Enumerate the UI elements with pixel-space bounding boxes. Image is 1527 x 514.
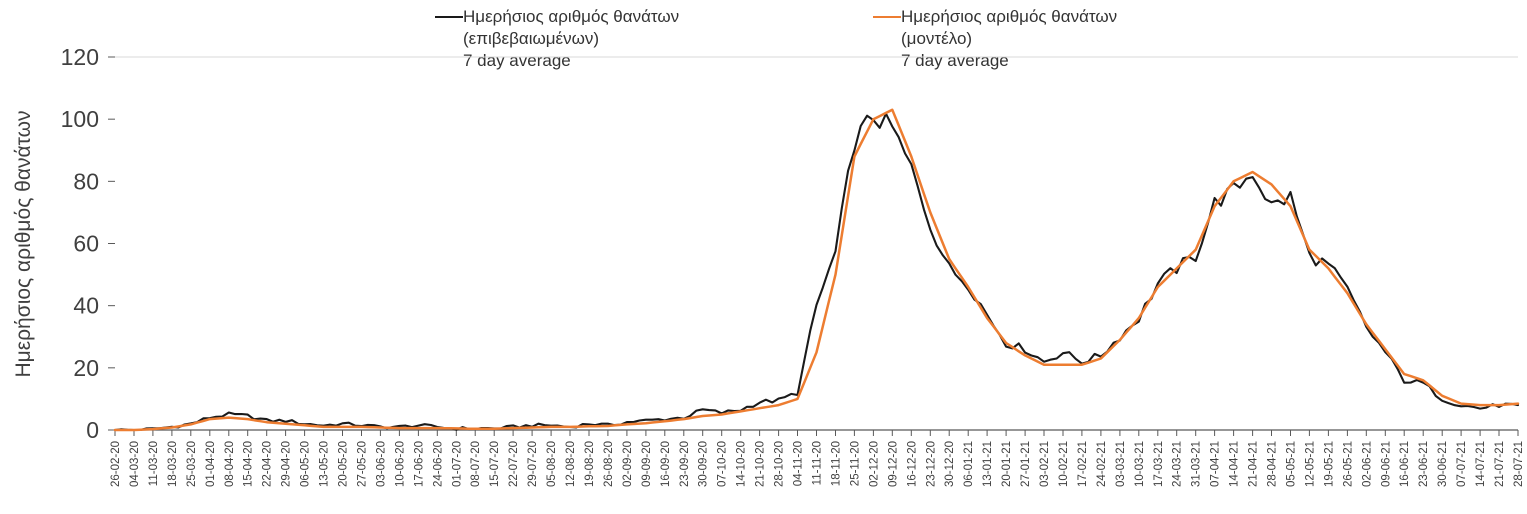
legend-label-model-line1: Ημερήσιος αριθμός θανάτων: [901, 7, 1118, 26]
y-tick-label: 60: [73, 231, 99, 257]
x-tick-label: 27-05-20: [357, 441, 369, 487]
x-tick-label: 07-10-20: [717, 441, 729, 487]
x-tick-label: 30-12-20: [944, 441, 956, 487]
x-tick-label: 25-03-20: [186, 441, 198, 487]
x-tick-label: 26-05-21: [1342, 441, 1354, 487]
x-tick-label: 23-06-21: [1418, 441, 1430, 487]
legend-label-confirmed-line3: 7 day average: [463, 51, 571, 70]
x-tick-label: 14-10-20: [736, 441, 748, 487]
x-tick-label: 10-03-21: [1134, 441, 1146, 487]
x-tick-label: 07-04-21: [1210, 441, 1222, 487]
x-tick-label: 06-01-21: [963, 441, 975, 487]
x-tick-label: 08-04-20: [224, 441, 236, 487]
legend-label-model: Ημερήσιος αριθμός θανάτων (μοντέλο) 7 da…: [901, 6, 1117, 72]
legend-label-confirmed: Ημερήσιος αριθμός θανάτων (επιβεβαιωμένω…: [463, 6, 679, 72]
x-tick-label: 31-03-21: [1191, 441, 1203, 487]
y-tick-label: 100: [61, 106, 99, 132]
x-tick-label: 22-04-20: [262, 441, 274, 487]
x-tick-label: 17-06-20: [413, 441, 425, 487]
x-tick-label: 28-10-20: [774, 441, 786, 487]
x-tick-label: 28-04-21: [1267, 441, 1279, 487]
x-tick-label: 10-06-20: [394, 441, 406, 487]
x-tick-label: 16-06-21: [1399, 441, 1411, 487]
x-tick-label: 11-03-20: [148, 441, 160, 486]
x-tick-label: 07-07-21: [1456, 441, 1468, 487]
legend-label-model-line3: 7 day average: [901, 51, 1009, 70]
x-tick-label: 29-04-20: [281, 441, 293, 487]
x-tick-label: 03-06-20: [375, 441, 387, 487]
x-tick-label: 15-07-20: [489, 441, 501, 487]
x-tick-label: 21-07-21: [1494, 441, 1506, 487]
x-tick-label: 04-11-20: [793, 441, 805, 486]
x-tick-label: 23-09-20: [679, 441, 691, 487]
x-tick-label: 14-07-21: [1475, 441, 1487, 487]
x-tick-label: 22-07-20: [508, 441, 520, 487]
x-tick-label: 17-03-21: [1153, 441, 1165, 487]
legend-marker-confirmed-line: [435, 16, 463, 18]
x-tick-label: 16-09-20: [660, 441, 672, 487]
x-tick-label: 20-01-21: [1001, 441, 1013, 487]
x-tick-label: 30-06-21: [1437, 441, 1449, 487]
x-tick-label: 12-08-20: [565, 441, 577, 487]
series-line-confirmed: [113, 112, 1520, 432]
x-tick-label: 02-12-20: [868, 441, 880, 487]
x-tick-label: 05-05-21: [1286, 441, 1298, 487]
x-tick-label: 06-05-20: [300, 441, 312, 487]
legend-item-confirmed: Ημερήσιος αριθμός θανάτων (επιβεβαιωμένω…: [435, 6, 679, 72]
y-tick-label: 120: [61, 44, 99, 70]
x-tick-label: 24-02-21: [1096, 441, 1108, 487]
x-tick-label: 04-03-20: [129, 441, 141, 487]
x-tick-label: 29-07-20: [527, 441, 539, 487]
x-tick-label: 16-12-20: [906, 441, 918, 487]
x-tick-label: 26-02-20: [110, 441, 122, 487]
x-tick-label: 01-04-20: [205, 441, 217, 487]
x-tick-label: 02-06-21: [1361, 441, 1373, 487]
x-tick-label: 13-01-21: [982, 441, 994, 487]
x-tick-label: 21-04-21: [1248, 441, 1260, 487]
legend-marker-model-line: [873, 16, 901, 18]
x-tick-label: 09-12-20: [887, 441, 899, 487]
x-tick-label: 28-07-21: [1513, 441, 1525, 487]
x-tick-label: 19-08-20: [584, 441, 596, 487]
x-tick-label: 09-09-20: [641, 441, 653, 487]
x-tick-label: 24-03-21: [1172, 441, 1184, 487]
legend-item-model: Ημερήσιος αριθμός θανάτων (μοντέλο) 7 da…: [873, 6, 1117, 72]
x-tick-label: 26-08-20: [603, 441, 615, 487]
y-tick-label: 40: [73, 293, 99, 319]
x-tick-label: 13-05-20: [319, 441, 331, 487]
x-tick-label: 02-09-20: [622, 441, 634, 487]
x-tick-label: 12-05-21: [1304, 441, 1316, 487]
x-tick-label: 18-03-20: [167, 441, 179, 487]
x-tick-label: 20-05-20: [338, 441, 350, 487]
x-tick-label: 30-09-20: [698, 441, 710, 487]
x-tick-label: 09-06-21: [1380, 441, 1392, 487]
x-tick-label: 25-11-20: [849, 441, 861, 486]
x-tick-label: 05-08-20: [546, 441, 558, 487]
y-tick-label: 80: [73, 168, 99, 194]
x-tick-label: 01-07-20: [451, 441, 463, 487]
x-tick-label: 18-11-20: [831, 441, 843, 486]
x-tick-label: 24-06-20: [432, 441, 444, 487]
x-tick-label: 14-04-21: [1229, 441, 1241, 487]
series-line-model: [113, 108, 1520, 432]
y-tick-label: 20: [73, 355, 99, 381]
y-tick-label: 0: [86, 417, 99, 443]
legend-label-confirmed-line1: Ημερήσιος αριθμός θανάτων: [463, 7, 680, 26]
x-tick-label: 21-10-20: [755, 441, 767, 487]
x-tick-label: 11-11-20: [812, 441, 824, 485]
x-tick-label: 27-01-21: [1020, 441, 1032, 487]
x-tick-label: 19-05-21: [1323, 441, 1335, 487]
legend-label-confirmed-line2: (επιβεβαιωμένων): [463, 29, 600, 48]
x-tick-label: 23-12-20: [925, 441, 937, 487]
x-tick-label: 15-04-20: [243, 441, 255, 487]
x-tick-label: 10-02-21: [1058, 441, 1070, 487]
x-tick-label: 03-03-21: [1115, 441, 1127, 487]
x-tick-label: 08-07-20: [470, 441, 482, 487]
x-tick-label: 17-02-21: [1077, 441, 1089, 487]
x-tick-label: 03-02-21: [1039, 441, 1051, 487]
legend-label-model-line2: (μοντέλο): [901, 29, 973, 48]
